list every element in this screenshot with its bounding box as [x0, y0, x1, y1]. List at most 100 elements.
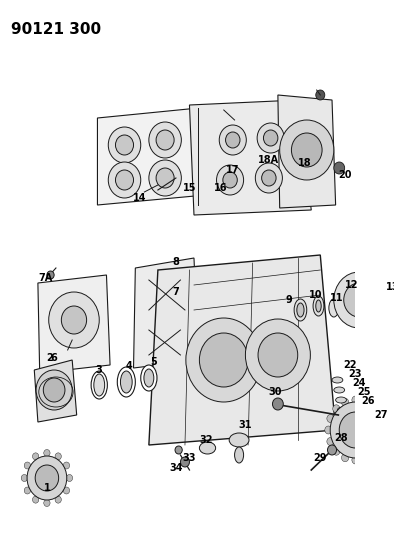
Text: 11: 11 — [330, 293, 343, 303]
Circle shape — [217, 165, 243, 195]
Circle shape — [352, 456, 359, 464]
Circle shape — [352, 396, 359, 404]
Text: 4: 4 — [126, 361, 132, 371]
Polygon shape — [278, 95, 336, 208]
Circle shape — [35, 465, 59, 491]
Circle shape — [264, 130, 278, 146]
Text: 14: 14 — [133, 193, 147, 203]
Text: 23: 23 — [348, 369, 361, 379]
Circle shape — [334, 272, 384, 328]
Ellipse shape — [141, 365, 157, 391]
Circle shape — [245, 319, 310, 391]
Polygon shape — [190, 100, 311, 215]
Circle shape — [115, 135, 134, 155]
Circle shape — [280, 120, 334, 180]
Text: 33: 33 — [183, 453, 196, 463]
Circle shape — [225, 132, 240, 148]
Text: 1: 1 — [44, 483, 50, 493]
Circle shape — [66, 474, 72, 481]
Circle shape — [327, 445, 336, 455]
Polygon shape — [34, 360, 77, 422]
Circle shape — [21, 474, 28, 481]
Ellipse shape — [332, 377, 343, 383]
Circle shape — [371, 405, 378, 413]
Text: 3: 3 — [96, 365, 102, 375]
Circle shape — [108, 127, 141, 163]
Text: 16: 16 — [214, 183, 228, 193]
Circle shape — [32, 453, 39, 460]
Polygon shape — [97, 108, 206, 205]
Circle shape — [262, 170, 276, 186]
Circle shape — [55, 496, 61, 503]
Circle shape — [156, 130, 174, 150]
Text: 18: 18 — [298, 158, 312, 168]
Ellipse shape — [339, 417, 350, 423]
Circle shape — [63, 462, 70, 469]
Circle shape — [342, 454, 349, 462]
Circle shape — [327, 438, 334, 446]
Circle shape — [32, 496, 39, 503]
Circle shape — [379, 426, 386, 434]
Circle shape — [342, 398, 349, 406]
Circle shape — [186, 318, 262, 402]
Text: 12: 12 — [345, 280, 359, 290]
Ellipse shape — [294, 299, 307, 321]
Text: 18A: 18A — [258, 155, 279, 165]
Text: 7: 7 — [173, 287, 179, 297]
Circle shape — [115, 170, 134, 190]
Circle shape — [378, 289, 394, 315]
Ellipse shape — [199, 442, 216, 454]
Circle shape — [108, 162, 141, 198]
Circle shape — [36, 370, 72, 410]
Circle shape — [292, 133, 322, 167]
Circle shape — [219, 125, 246, 155]
Circle shape — [55, 453, 61, 460]
Text: 2: 2 — [46, 353, 53, 363]
Text: 30: 30 — [268, 387, 282, 397]
Text: 15: 15 — [183, 183, 196, 193]
Circle shape — [333, 405, 340, 413]
Circle shape — [344, 283, 374, 317]
Circle shape — [362, 398, 370, 406]
Circle shape — [333, 447, 340, 455]
Text: 13: 13 — [386, 282, 394, 292]
Circle shape — [377, 415, 384, 423]
Circle shape — [362, 454, 370, 462]
Ellipse shape — [144, 369, 154, 387]
Text: 5: 5 — [150, 357, 157, 367]
Text: 20: 20 — [338, 170, 351, 180]
Circle shape — [257, 123, 284, 153]
Ellipse shape — [316, 300, 321, 312]
Circle shape — [27, 456, 67, 500]
Circle shape — [156, 168, 174, 188]
Text: 10: 10 — [309, 290, 323, 300]
Text: 7A: 7A — [38, 273, 52, 283]
Ellipse shape — [313, 296, 324, 316]
Text: 29: 29 — [314, 453, 327, 463]
Circle shape — [255, 163, 282, 193]
Circle shape — [371, 447, 378, 455]
Ellipse shape — [334, 387, 345, 393]
Circle shape — [63, 487, 70, 494]
Circle shape — [334, 162, 345, 174]
Ellipse shape — [336, 397, 346, 403]
Ellipse shape — [234, 447, 243, 463]
Ellipse shape — [337, 407, 348, 413]
Text: 24: 24 — [352, 378, 366, 388]
Ellipse shape — [117, 367, 135, 397]
Text: 28: 28 — [334, 433, 348, 443]
Circle shape — [199, 333, 248, 387]
Ellipse shape — [329, 299, 339, 317]
Circle shape — [44, 499, 50, 506]
Text: 31: 31 — [239, 420, 252, 430]
Circle shape — [24, 462, 31, 469]
Circle shape — [180, 457, 190, 467]
Ellipse shape — [91, 371, 107, 399]
Text: 9: 9 — [285, 295, 292, 305]
Ellipse shape — [94, 374, 105, 396]
Circle shape — [327, 415, 334, 423]
Circle shape — [223, 172, 237, 188]
Circle shape — [44, 449, 50, 456]
Circle shape — [43, 378, 65, 402]
Text: 27: 27 — [374, 410, 387, 420]
